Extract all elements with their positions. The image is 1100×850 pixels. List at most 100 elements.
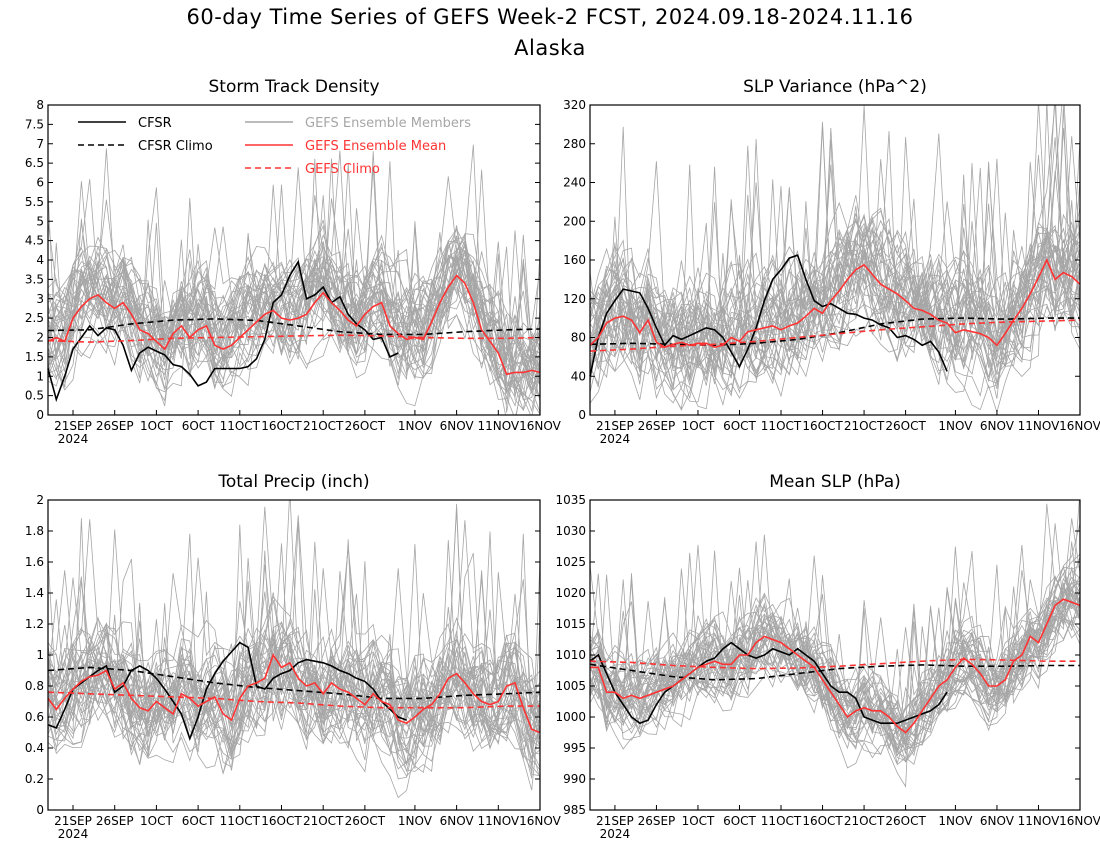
y-tick-label: 7.5 bbox=[25, 117, 44, 131]
series-cfsr-climo bbox=[47, 666, 541, 700]
x-tick-label: 26OCT bbox=[345, 419, 386, 433]
x-tick-label: 26SEP bbox=[96, 419, 134, 433]
y-tick-label: 1020 bbox=[555, 586, 586, 600]
ensemble-member-line bbox=[48, 602, 540, 757]
x-tick-label: 11NOV bbox=[1018, 814, 1060, 828]
panel-1: Storm Track Density 0 0.5 1 1.5 2 2.5 3 3.5 4 4.5 5… bbox=[25, 77, 562, 446]
series-cfsr-climo bbox=[589, 663, 1080, 681]
series-cfsr-climo bbox=[47, 318, 541, 336]
y-tick-label: 1 bbox=[36, 369, 44, 383]
ensemble-member-line bbox=[48, 570, 540, 768]
y-tick-label: 0 bbox=[36, 803, 44, 817]
ensemble-member-line bbox=[48, 641, 540, 747]
x-tick-label: 6OCT bbox=[723, 419, 756, 433]
x-tick-label: 16OCT bbox=[261, 419, 302, 433]
x-tick-label: 16NOV bbox=[1059, 814, 1100, 828]
ensemble-member-line bbox=[48, 167, 540, 411]
x-tick-label: 16NOV bbox=[519, 814, 561, 828]
legend: CFSR CFSR Climo GEFS Ensemble Members GEFS … bbox=[78, 116, 471, 177]
ensemble-member-line bbox=[590, 578, 1080, 741]
y-tick-label: 80 bbox=[571, 331, 586, 345]
x-tick-label: 16OCT bbox=[802, 419, 843, 433]
series-gefs-climo bbox=[47, 334, 541, 343]
legend-label: GEFS Climo bbox=[305, 162, 380, 177]
x-tick-label: 6OCT bbox=[723, 814, 756, 828]
y-tick-label: 120 bbox=[563, 292, 586, 306]
y-tick-label: 1015 bbox=[555, 617, 586, 631]
y-tick-label: 0.8 bbox=[25, 679, 44, 693]
x-tick-label: 6NOV bbox=[980, 814, 1015, 828]
legend-label: CFSR Climo bbox=[138, 139, 213, 154]
x-tick-label: 6NOV bbox=[440, 419, 475, 433]
x-tick-label: 16OCT bbox=[802, 814, 843, 828]
y-tick-label: 6 bbox=[36, 176, 44, 190]
y-tick-label: 4 bbox=[36, 253, 44, 267]
series-cfsr bbox=[47, 259, 399, 403]
y-tick-label: 320 bbox=[563, 98, 586, 112]
ensemble-member-line bbox=[590, 215, 1080, 382]
series-cfsr bbox=[589, 641, 948, 725]
x-tick-label: 21SEP bbox=[54, 419, 92, 433]
x-tick-label: 16OCT bbox=[261, 814, 302, 828]
ensemble-members bbox=[590, 105, 1080, 414]
x-tick-label: 1OCT bbox=[682, 814, 715, 828]
y-tick-label: 1025 bbox=[555, 555, 586, 569]
x-tick-label: 6OCT bbox=[182, 814, 215, 828]
ensemble-member-line bbox=[590, 230, 1080, 371]
y-tick-label: 40 bbox=[571, 369, 586, 383]
y-tick-label: 0.2 bbox=[25, 772, 44, 786]
x-tick-label: 21OCT bbox=[303, 814, 344, 828]
x-tick-label: 11NOV bbox=[477, 419, 519, 433]
ensemble-member-line bbox=[48, 520, 540, 759]
x-tick-label: 1NOV bbox=[398, 814, 433, 828]
series-gefs-ensemble-mean bbox=[589, 258, 1081, 349]
x-year-label: 2024 bbox=[600, 432, 631, 446]
y-tick-label: 0 bbox=[578, 408, 586, 422]
ensemble-member-line bbox=[590, 105, 1080, 385]
y-tick-label: 3.5 bbox=[25, 272, 44, 286]
x-tick-label: 16NOV bbox=[1059, 419, 1100, 433]
ensemble-member-line bbox=[48, 166, 540, 415]
panel-3: Total Precip (inch) 0 0.2 0.4 0.6 0.8 1 1.2 1.4 1… bbox=[25, 472, 562, 841]
ensemble-member-line bbox=[590, 573, 1080, 752]
figure-title: 60-day Time Series of GEFS Week-2 FCST, … bbox=[186, 5, 914, 29]
ensemble-member-line bbox=[590, 544, 1080, 765]
panel-title: SLP Variance (hPa^2) bbox=[743, 77, 927, 97]
ensemble-member-line bbox=[590, 167, 1080, 381]
legend-label: GEFS Ensemble Members bbox=[305, 116, 471, 131]
ensemble-member-line bbox=[48, 176, 540, 401]
y-tick-label: 0.5 bbox=[25, 389, 44, 403]
x-tick-label: 1OCT bbox=[682, 419, 715, 433]
ensemble-member-line bbox=[590, 230, 1080, 410]
series-gefs-climo bbox=[589, 658, 1080, 670]
ensemble-member-line bbox=[48, 163, 540, 412]
x-tick-label: 26OCT bbox=[885, 419, 926, 433]
x-tick-label: 26SEP bbox=[638, 419, 676, 433]
x-tick-label: 1NOV bbox=[938, 419, 973, 433]
x-tick-label: 26SEP bbox=[638, 814, 676, 828]
series-gefs-ensemble-mean bbox=[590, 598, 1081, 734]
x-tick-label: 21SEP bbox=[596, 814, 634, 828]
x-tick-label: 11OCT bbox=[220, 419, 261, 433]
x-year-label: 2024 bbox=[600, 827, 631, 841]
ensemble-member-line bbox=[590, 586, 1080, 766]
ensemble-member-line bbox=[48, 184, 540, 391]
x-tick-label: 26OCT bbox=[345, 814, 386, 828]
ensemble-member-line bbox=[590, 136, 1080, 414]
y-tick-label: 7 bbox=[36, 137, 44, 151]
y-tick-label: 160 bbox=[563, 253, 586, 267]
series-cfsr bbox=[47, 641, 407, 742]
x-tick-label: 21SEP bbox=[54, 814, 92, 828]
x-tick-label: 11NOV bbox=[1018, 419, 1060, 433]
x-tick-label: 1NOV bbox=[938, 814, 973, 828]
y-tick-label: 995 bbox=[563, 741, 586, 755]
ensemble-member-line bbox=[590, 518, 1080, 748]
series-gefs-climo bbox=[589, 319, 1081, 352]
y-tick-label: 2 bbox=[36, 331, 44, 345]
ensemble-member-line bbox=[590, 127, 1080, 381]
ensemble-members bbox=[48, 500, 540, 799]
x-tick-label: 11NOV bbox=[477, 814, 519, 828]
y-tick-label: 3 bbox=[36, 292, 44, 306]
series-gefs-ensemble-mean bbox=[47, 274, 541, 376]
